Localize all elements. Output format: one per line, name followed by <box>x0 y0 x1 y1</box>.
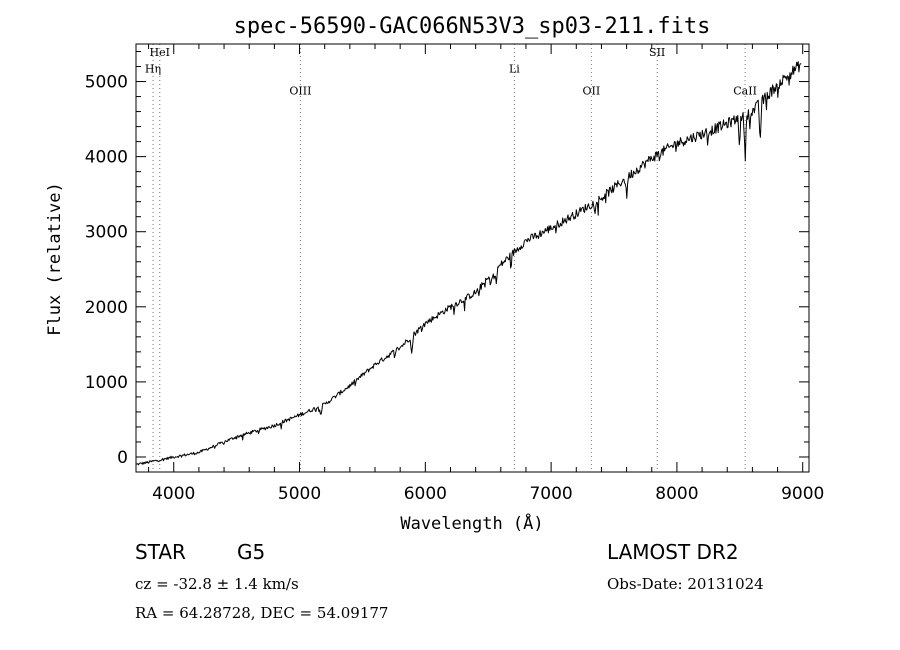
object-subclass: G5 <box>237 540 266 564</box>
x-tick-label: 8000 <box>655 484 698 504</box>
x-axis-label: Wavelength (Å) <box>400 512 543 534</box>
x-tick-label: 7000 <box>529 484 572 504</box>
y-tick-label: 4000 <box>85 148 128 168</box>
x-tick-label: 4000 <box>152 484 195 504</box>
line-marker-label: SII <box>649 46 665 59</box>
x-tick-label: 6000 <box>404 484 447 504</box>
spectrum-line <box>136 61 802 466</box>
line-marker-label: HeI <box>150 46 170 59</box>
line-marker-label: OII <box>583 84 601 97</box>
coordinates: RA = 64.28728, DEC = 54.09177 <box>135 604 389 622</box>
plot-frame <box>135 43 810 473</box>
y-axis-label: Flux (relative) <box>45 182 65 336</box>
obs-date: Obs-Date: 20131024 <box>607 575 764 593</box>
y-tick-label: 2000 <box>85 298 128 318</box>
x-tick-label: 9000 <box>781 484 824 504</box>
axis-ticks: 4000 5000 6000 7000 8000 9000 0 1000 2000 3000 400… <box>85 44 824 504</box>
line-marker-label: CaII <box>733 84 757 97</box>
object-type: STAR <box>135 540 186 564</box>
line-marker-label: OIII <box>289 84 311 97</box>
line-marker-label: Hη <box>145 63 161 76</box>
survey-name: LAMOST DR2 <box>607 540 739 564</box>
y-tick-label: 0 <box>117 448 128 468</box>
chart-title: spec-56590-GAC066N53V3_sp03-211.fits <box>234 14 711 39</box>
y-tick-label: 5000 <box>85 73 128 93</box>
y-tick-label: 1000 <box>85 373 128 393</box>
x-tick-label: 5000 <box>278 484 321 504</box>
y-tick-label: 3000 <box>85 223 128 243</box>
line-marker-label: Li <box>509 63 520 76</box>
line-markers: HeI Hη OIII Li OII SII CaII <box>145 44 757 472</box>
redshift-text: cz = -32.8 ± 1.4 km/s <box>135 575 299 593</box>
